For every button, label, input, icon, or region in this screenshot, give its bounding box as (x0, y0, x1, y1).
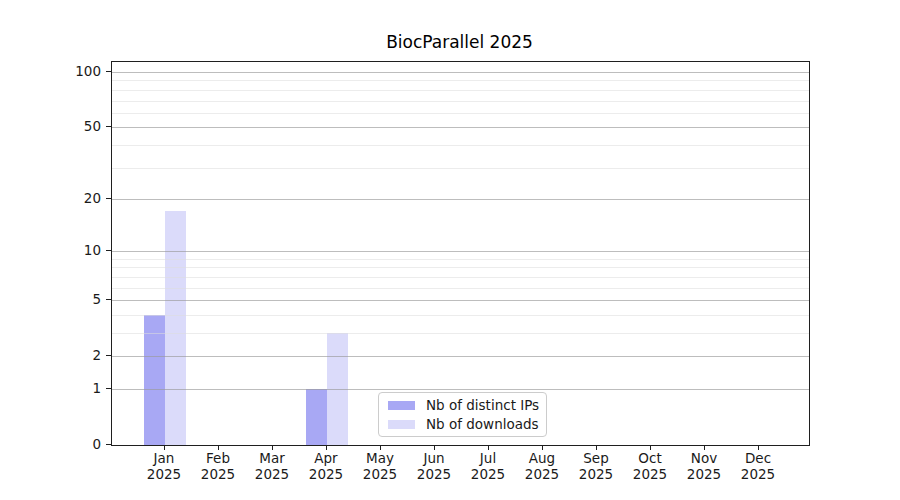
y-gridline-minor (112, 168, 809, 169)
y-tick-mark (106, 71, 111, 72)
bar-downloads (165, 211, 186, 445)
y-gridline-minor (112, 145, 809, 146)
y-gridline-minor (112, 277, 809, 278)
x-tick-label: Dec 2025 (728, 451, 788, 482)
y-gridline-major (112, 72, 809, 73)
y-gridline-minor (112, 80, 809, 81)
legend-label-distinct-ips: Nb of distinct IPs (426, 397, 539, 413)
y-gridline-minor (112, 267, 809, 268)
y-tick-mark (106, 299, 111, 300)
y-gridline-minor (112, 333, 809, 334)
plot-area (111, 61, 810, 446)
legend-swatch-distinct-ips (388, 401, 415, 410)
x-tick-label: Apr 2025 (296, 451, 356, 482)
y-tick-label: 10 (59, 242, 101, 258)
bar-distinct-ips (306, 389, 327, 445)
y-gridline-minor (112, 101, 809, 102)
y-tick-label: 0 (59, 436, 101, 452)
chart-title: BiocParallel 2025 (111, 32, 808, 52)
x-tick-label: Jul 2025 (458, 451, 518, 482)
x-tick-label: Mar 2025 (242, 451, 302, 482)
chart-canvas: BiocParallel 2025 0 1 2 5 10 20 50 100 Jan 2025… (0, 0, 900, 500)
y-gridline-major (112, 199, 809, 200)
y-tick-mark (106, 388, 111, 389)
y-gridline-major (112, 127, 809, 128)
y-tick-mark (106, 250, 111, 251)
y-gridline-minor (112, 259, 809, 260)
x-tick-label: Sep 2025 (566, 451, 626, 482)
legend-swatch-downloads (388, 420, 415, 429)
y-tick-mark (106, 126, 111, 127)
y-tick-label: 100 (59, 63, 101, 79)
x-tick-label: Jan 2025 (134, 451, 194, 482)
x-tick-label: Jun 2025 (404, 451, 464, 482)
y-gridline-minor (112, 90, 809, 91)
y-tick-mark (106, 444, 111, 445)
legend-label-downloads: Nb of downloads (426, 416, 539, 432)
legend-item-distinct-ips: Nb of distinct IPs (388, 397, 546, 413)
legend-item-downloads: Nb of downloads (388, 416, 546, 432)
x-tick-label: Nov 2025 (674, 451, 734, 482)
x-tick-label: May 2025 (350, 451, 410, 482)
y-gridline-minor (112, 315, 809, 316)
y-gridline-major (112, 300, 809, 301)
y-gridline-major (112, 389, 809, 390)
y-tick-label: 5 (59, 291, 101, 307)
x-tick-label: Feb 2025 (188, 451, 248, 482)
y-tick-label: 20 (59, 190, 101, 206)
x-tick-label: Aug 2025 (512, 451, 572, 482)
y-tick-mark (106, 198, 111, 199)
y-tick-label: 1 (59, 380, 101, 396)
x-tick-label: Oct 2025 (620, 451, 680, 482)
y-gridline-major (112, 251, 809, 252)
y-tick-label: 2 (59, 347, 101, 363)
legend: Nb of distinct IPs Nb of downloads (378, 392, 547, 437)
y-gridline-minor (112, 113, 809, 114)
y-tick-mark (106, 355, 111, 356)
y-tick-label: 50 (59, 118, 101, 134)
y-gridline-major (112, 356, 809, 357)
bar-distinct-ips (144, 315, 165, 445)
y-gridline-minor (112, 288, 809, 289)
